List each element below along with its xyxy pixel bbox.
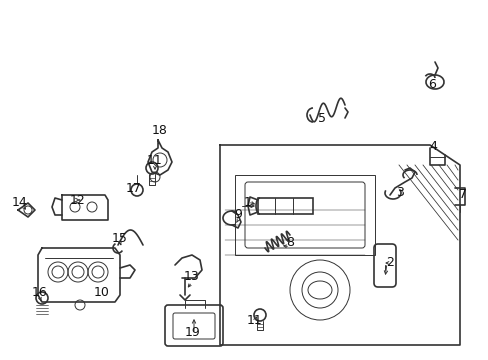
Text: 6: 6 — [427, 77, 435, 90]
Bar — [258, 198, 312, 214]
Text: 8: 8 — [285, 235, 293, 248]
Text: 9: 9 — [234, 208, 242, 221]
Text: 19: 19 — [185, 327, 201, 339]
Text: 11: 11 — [147, 153, 163, 166]
Text: 12: 12 — [70, 194, 86, 207]
Text: 4: 4 — [428, 140, 436, 153]
Text: 2: 2 — [385, 256, 393, 270]
Text: 18: 18 — [152, 123, 167, 136]
Text: 1: 1 — [244, 195, 251, 208]
Text: 13: 13 — [184, 270, 200, 284]
Text: 17: 17 — [126, 181, 142, 194]
Bar — [235, 175, 374, 255]
Text: 3: 3 — [395, 186, 403, 199]
Text: 5: 5 — [317, 112, 325, 125]
Text: 14: 14 — [12, 197, 28, 210]
Text: 10: 10 — [94, 287, 110, 300]
Text: 16: 16 — [32, 287, 48, 300]
Text: 11: 11 — [246, 314, 263, 327]
Text: 15: 15 — [112, 231, 128, 244]
Text: 7: 7 — [458, 188, 466, 201]
